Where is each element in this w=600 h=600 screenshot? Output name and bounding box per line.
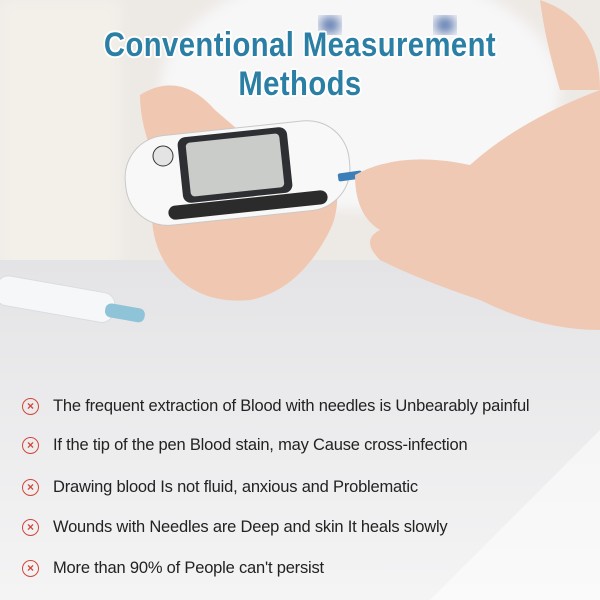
hand-right	[355, 0, 600, 330]
list-item-text: More than 90% of People can't persist	[53, 558, 324, 577]
page-title: Conventional Measurement Methods	[103, 26, 497, 103]
list-item-text: If the tip of the pen Blood stain, may C…	[53, 435, 468, 454]
list-item-text: Drawing blood Is not fluid, anxious and …	[53, 477, 418, 496]
x-circle-icon: ×	[22, 397, 39, 415]
list-item-text: The frequent extraction of Blood with ne…	[53, 396, 530, 415]
syringe	[0, 275, 145, 323]
list-item: × The frequent extraction of Blood with …	[22, 391, 530, 421]
x-circle-icon: ×	[22, 436, 39, 454]
x-circle-icon: ×	[22, 478, 39, 496]
glucose-meter	[124, 120, 363, 226]
list-item-text: Wounds with Needles are Deep and skin It…	[53, 517, 448, 536]
x-circle-icon: ×	[22, 518, 39, 536]
x-circle-icon: ×	[22, 559, 39, 577]
list-item: × Wounds with Needles are Deep and skin …	[22, 512, 448, 542]
list-item: × More than 90% of People can't persist	[22, 553, 324, 583]
list-item: × Drawing blood Is not fluid, anxious an…	[22, 472, 418, 502]
list-item: × If the tip of the pen Blood stain, may…	[22, 430, 468, 460]
